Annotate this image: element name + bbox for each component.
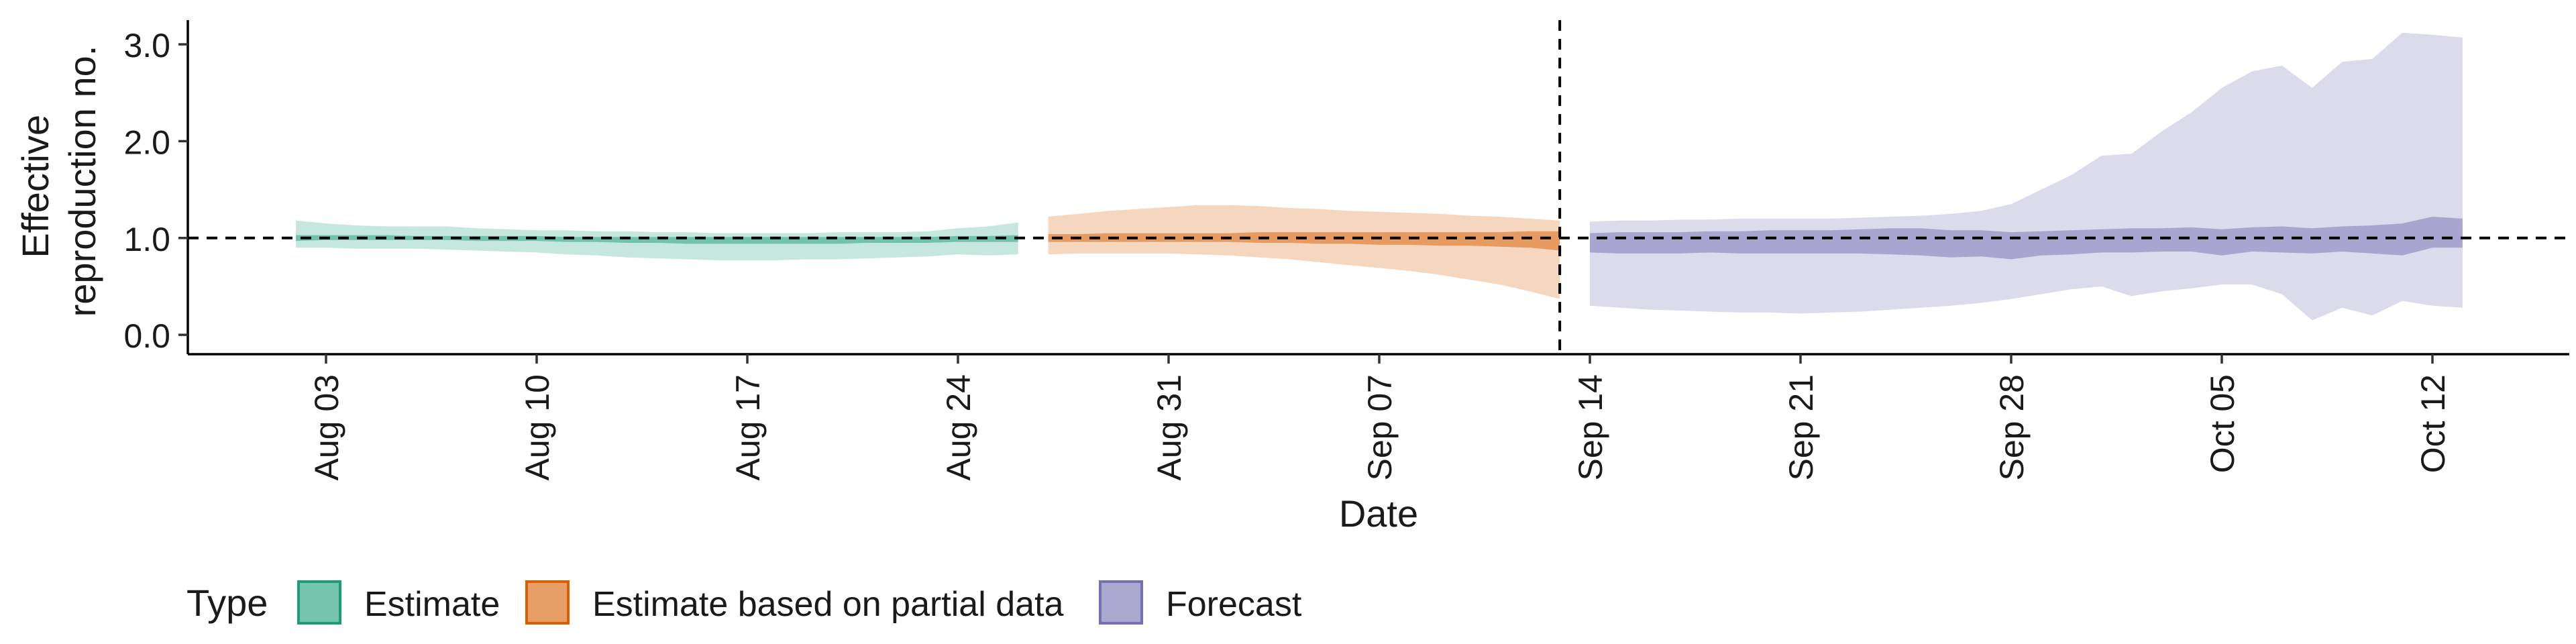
y-tick-label: 1.0 [123,221,170,258]
y-tick-label: 0.0 [123,317,170,355]
x-tick-label: Oct 12 [2414,374,2452,473]
legend: Type Estimate Estimate based on partial d… [186,580,1302,625]
x-tick-label: Oct 05 [2204,374,2241,473]
x-tick-label: Aug 03 [308,374,345,480]
y-axis-label-line-2: reproduction no. [61,46,103,317]
x-tick-label: Aug 17 [729,374,767,480]
legend-label: Estimate [364,585,500,624]
legend-label: Estimate based on partial data [592,585,1064,624]
forecast-outer-band [1590,32,2463,321]
forecast-inner-band [1590,217,2463,260]
legend-title: Type [186,582,268,624]
legend-swatch [525,580,570,625]
reference-lines [188,20,2569,354]
y-axis-label-line-1: Effective [14,115,56,258]
x-tick-label: Sep 28 [1993,374,2031,480]
x-tick-label: Sep 07 [1361,374,1399,480]
x-tick-label: Sep 21 [1782,374,1820,480]
partial-estimate-outer-band [1048,205,1560,299]
legend-swatch [297,580,341,625]
y-tick-label: 2.0 [123,123,170,161]
y-axis-label: Effective reproduction no. [14,46,103,317]
partial-estimate-inner-band [1048,231,1560,251]
axis-ticks: 0.0 1.0 2.0 3.0 Aug 03 Aug 10 Aug 17 Aug 24 Aug … [123,27,2452,480]
x-tick-label: Aug 24 [940,374,977,480]
x-tick-label: Aug 31 [1150,374,1188,480]
uncertainty-bands [296,32,2463,321]
x-tick-label: Sep 14 [1572,374,1609,480]
x-axis-label: Date [1339,492,1418,535]
legend-label: Forecast [1166,585,1302,624]
x-tick-label: Aug 10 [519,374,556,480]
y-tick-label: 3.0 [123,27,170,64]
legend-swatch [1099,580,1143,625]
